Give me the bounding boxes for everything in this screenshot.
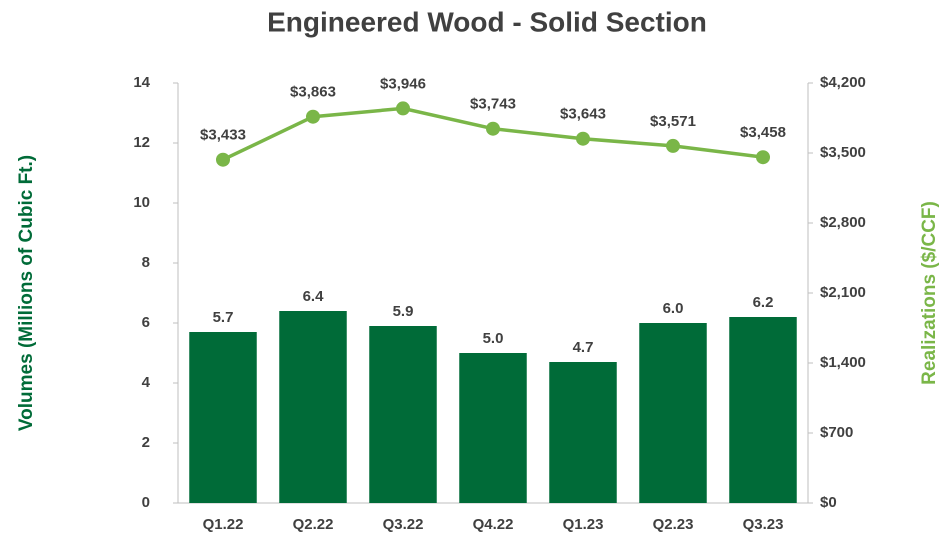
line-value-label: $3,433	[200, 127, 246, 144]
y-tick-label: 2	[142, 434, 150, 451]
x-tick-label: Q4.22	[473, 516, 514, 533]
bar	[459, 353, 527, 503]
y2-tick-label: $3,500	[820, 144, 866, 161]
bar-value-label: 4.7	[573, 339, 594, 356]
line-value-label: $3,743	[470, 96, 516, 113]
bar	[279, 311, 347, 503]
y-tick-label: 4	[142, 374, 151, 391]
y-tick-label: 6	[142, 314, 150, 331]
y-tick-label: 0	[142, 494, 150, 511]
line-value-label: $3,571	[650, 113, 696, 130]
line-point	[306, 109, 320, 124]
x-tick-label: Q1.22	[203, 516, 244, 533]
line-point	[576, 131, 590, 146]
bar-value-label: 5.7	[213, 309, 234, 326]
y2-tick-label: $2,800	[820, 214, 866, 231]
bar-value-label: 5.9	[393, 303, 414, 320]
y2-tick-label: $4,200	[820, 74, 866, 91]
y2-tick-label: $2,100	[820, 284, 866, 301]
chart-title: Engineered Wood - Solid Section	[267, 6, 707, 37]
x-tick-label: Q3.23	[743, 516, 784, 533]
bar-value-label: 6.4	[303, 288, 325, 305]
y-tick-label: 8	[142, 254, 150, 271]
bar	[189, 332, 257, 503]
x-tick-label: Q2.23	[653, 516, 694, 533]
line-point	[396, 101, 410, 116]
bar	[369, 326, 437, 503]
bar-value-label: 6.2	[753, 294, 774, 311]
x-tick-label: Q1.23	[563, 516, 604, 533]
y2-tick-label: $1,400	[820, 354, 866, 371]
bar	[729, 317, 797, 503]
line-value-label: $3,458	[740, 124, 786, 141]
bar	[639, 323, 707, 503]
y-tick-label: 12	[133, 134, 150, 151]
line-value-label: $3,946	[380, 75, 426, 92]
y2-tick-label: $700	[820, 424, 853, 441]
bar	[549, 362, 617, 503]
line-point	[486, 121, 500, 136]
bar-value-label: 6.0	[663, 300, 684, 317]
x-tick-label: Q2.22	[293, 516, 334, 533]
y-tick-label: 10	[133, 194, 150, 211]
y-tick-label: 14	[133, 74, 150, 91]
line-point	[666, 138, 680, 153]
bar-value-label: 5.0	[483, 330, 504, 347]
line-point	[756, 150, 770, 165]
y2-axis-title: Realizations ($/CCF)	[919, 201, 940, 385]
x-tick-label: Q3.22	[383, 516, 424, 533]
y-axis-title: Volumes (Millions of Cubic Ft.)	[16, 155, 37, 431]
line-value-label: $3,863	[290, 84, 336, 101]
line-value-label: $3,643	[560, 106, 606, 123]
y2-tick-label: $0	[820, 494, 837, 511]
line-point	[216, 152, 230, 167]
